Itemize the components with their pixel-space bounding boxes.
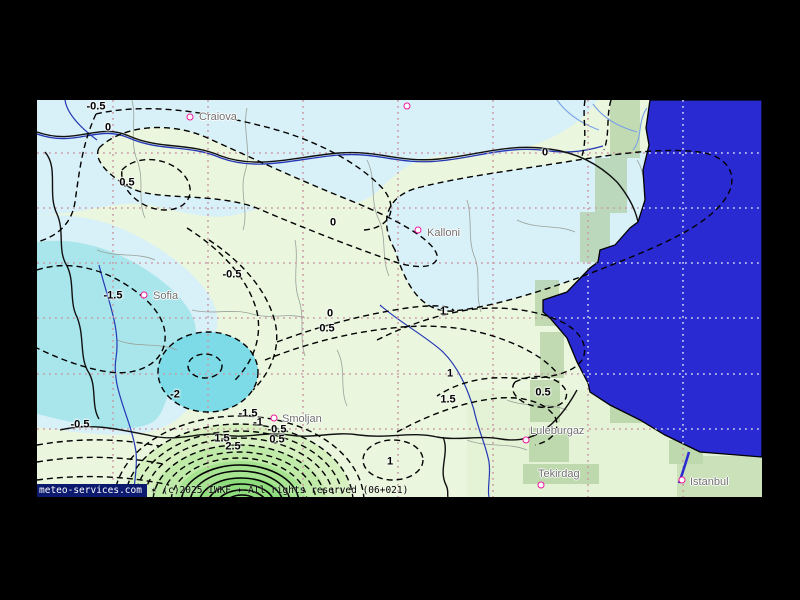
city-marker <box>537 481 545 489</box>
city-label: Istanbul <box>690 476 729 488</box>
country-borders <box>37 130 639 497</box>
contour-label: 1 <box>386 455 394 468</box>
map-canvas <box>37 100 762 497</box>
city-marker <box>403 102 411 110</box>
city-label: Sofia <box>153 290 179 302</box>
watermark-credits: ✶ (c)2025 IWKF ✶ All rights reserved (06… <box>150 485 409 496</box>
contour-label: -0.5 <box>222 268 242 281</box>
weather-contour-map: -0.5 0 0.5 -0.5 0 0 -1.5 -2 -0.5 0 0.5 1 1 1.5 0.5 -1.5… <box>37 100 762 497</box>
contour-label: 1 <box>439 305 447 318</box>
city-marker <box>186 113 194 121</box>
rivers <box>37 100 648 497</box>
city-label: Smoljan <box>282 413 322 425</box>
city-label: Kalloni <box>427 227 461 239</box>
contour-label: 1.5 <box>440 393 456 406</box>
city-marker <box>270 414 278 422</box>
contour-label: 0 <box>329 216 337 229</box>
sea-black-sea <box>542 100 762 458</box>
city-label: Tekirdag <box>538 468 580 480</box>
contour-label: -0.5 <box>267 423 287 436</box>
contour-lines-solid <box>180 464 300 497</box>
city-label: Craiova <box>199 111 237 123</box>
contour-label: -1 <box>253 416 263 429</box>
watermark: meteo-services.com ✶ (c)2025 IWKF ✶ All … <box>37 484 408 497</box>
contour-label: 0 <box>104 121 112 134</box>
contour-label: 0 <box>326 307 334 320</box>
contour-label: -2 <box>170 388 180 401</box>
contour-label: 0 <box>541 146 549 159</box>
city-marker <box>522 436 530 444</box>
city-marker <box>414 226 422 234</box>
city-marker <box>140 291 148 299</box>
admin-boundaries <box>96 100 650 451</box>
contour-label: -1.5 <box>103 289 123 302</box>
contour-label: 0.5 <box>119 176 135 189</box>
city-label: Luleburgaz <box>530 425 585 437</box>
watermark-site: meteo-services.com <box>37 484 147 497</box>
contour-label: 1.5 <box>214 432 230 445</box>
contour-label: -0.5 <box>70 418 90 431</box>
contour-label: 1 <box>446 367 454 380</box>
city-marker <box>678 476 686 484</box>
map-labels-layer: -0.5 0 0.5 -0.5 0 0 -1.5 -2 -0.5 0 0.5 1 1 1.5 0.5 -1.5… <box>37 100 762 497</box>
contour-label: 0.5 <box>535 386 551 399</box>
contour-label: 0.5 <box>269 433 285 446</box>
contour-lines-dashed <box>37 100 733 497</box>
contour-label: -1.5 <box>238 407 258 420</box>
contour-label: 2.5 <box>225 440 241 453</box>
contour-label: -0.5 <box>86 100 106 113</box>
contour-label: 0.5 <box>319 322 335 335</box>
